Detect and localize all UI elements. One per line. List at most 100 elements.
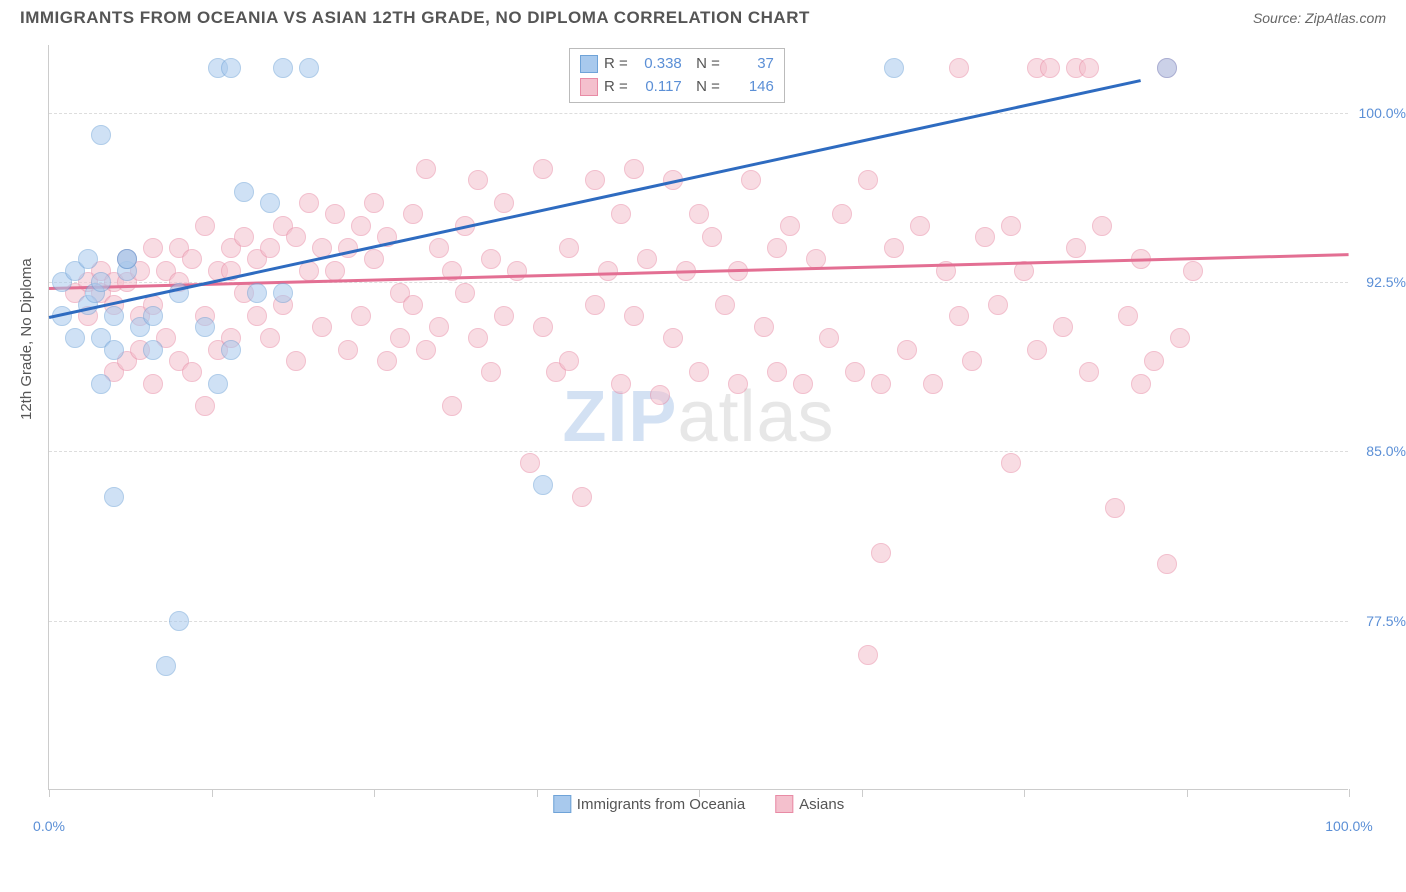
data-point-asians [377,351,397,371]
data-point-oceania [208,374,228,394]
data-point-asians [390,328,410,348]
legend-row-asians: R = 0.117 N = 146 [580,76,774,99]
data-point-asians [351,306,371,326]
gridline-h [49,113,1348,114]
data-point-asians [416,159,436,179]
scatter-plot: ZIPatlas R = 0.338 N = 37 R = 0.117 N = … [48,45,1348,790]
data-point-asians [871,374,891,394]
data-point-asians [949,58,969,78]
data-point-asians [1027,340,1047,360]
data-point-asians [884,238,904,258]
data-point-asians [143,374,163,394]
data-point-asians [559,351,579,371]
data-point-asians [585,295,605,315]
data-point-asians [689,362,709,382]
data-point-asians [507,261,527,281]
data-point-asians [637,249,657,269]
data-point-asians [819,328,839,348]
data-point-asians [988,295,1008,315]
data-point-asians [468,170,488,190]
y-tick-label: 100.0% [1359,105,1406,121]
data-point-oceania [104,306,124,326]
data-point-oceania [273,58,293,78]
data-point-asians [1144,351,1164,371]
data-point-oceania [195,317,215,337]
x-tick [537,789,538,797]
x-tick [1024,789,1025,797]
legend-r-asians: 0.117 [634,76,682,99]
data-point-asians [312,317,332,337]
regression-line-asians [49,253,1349,289]
data-point-oceania [221,340,241,360]
legend-n-label: N = [688,53,720,76]
data-point-oceania [260,193,280,213]
data-point-asians [572,487,592,507]
data-point-oceania [234,182,254,202]
data-point-asians [234,227,254,247]
data-point-asians [1079,58,1099,78]
data-point-oceania [247,283,267,303]
swatch-asians [775,795,793,813]
data-point-asians [338,340,358,360]
data-point-asians [1183,261,1203,281]
data-point-oceania [156,656,176,676]
data-point-asians [403,204,423,224]
data-point-asians [949,306,969,326]
data-point-asians [1092,216,1112,236]
data-point-asians [1001,216,1021,236]
data-point-asians [611,204,631,224]
data-point-asians [585,170,605,190]
x-tick [1349,789,1350,797]
data-point-asians [481,362,501,382]
data-point-asians [1066,238,1086,258]
data-point-oceania [884,58,904,78]
legend-row-oceania: R = 0.338 N = 37 [580,53,774,76]
data-point-asians [520,453,540,473]
data-point-asians [871,543,891,563]
data-point-asians [533,159,553,179]
data-point-asians [325,261,345,281]
data-point-asians [897,340,917,360]
data-point-asians [715,295,735,315]
data-point-asians [923,374,943,394]
data-point-asians [182,249,202,269]
data-point-oceania [299,58,319,78]
data-point-asians [468,328,488,348]
data-point-asians [1170,328,1190,348]
x-tick [49,789,50,797]
y-tick-label: 92.5% [1366,274,1406,290]
data-point-asians [260,328,280,348]
data-point-asians [364,193,384,213]
data-point-asians [429,317,449,337]
x-tick [1187,789,1188,797]
data-point-oceania [91,374,111,394]
data-point-asians [351,216,371,236]
data-point-oceania [143,306,163,326]
data-point-oceania [91,125,111,145]
legend-n-oceania: 37 [726,53,774,76]
gridline-h [49,451,1348,452]
data-point-asians [533,317,553,337]
data-point-asians [260,238,280,258]
data-point-asians [858,170,878,190]
data-point-asians [754,317,774,337]
y-tick-label: 85.0% [1366,443,1406,459]
data-point-asians [416,340,436,360]
data-point-asians [624,159,644,179]
x-tick [212,789,213,797]
swatch-asians [580,78,598,96]
data-point-asians [299,193,319,213]
data-point-asians [247,306,267,326]
data-point-asians [299,261,319,281]
legend-item-oceania: Immigrants from Oceania [553,795,745,813]
x-tick-label: 0.0% [33,818,65,834]
data-point-asians [1157,554,1177,574]
data-point-asians [780,216,800,236]
data-point-asians [741,170,761,190]
data-point-oceania [104,487,124,507]
data-point-asians [1118,306,1138,326]
data-point-asians [689,204,709,224]
data-point-asians [286,351,306,371]
swatch-oceania [580,55,598,73]
data-point-asians [793,374,813,394]
